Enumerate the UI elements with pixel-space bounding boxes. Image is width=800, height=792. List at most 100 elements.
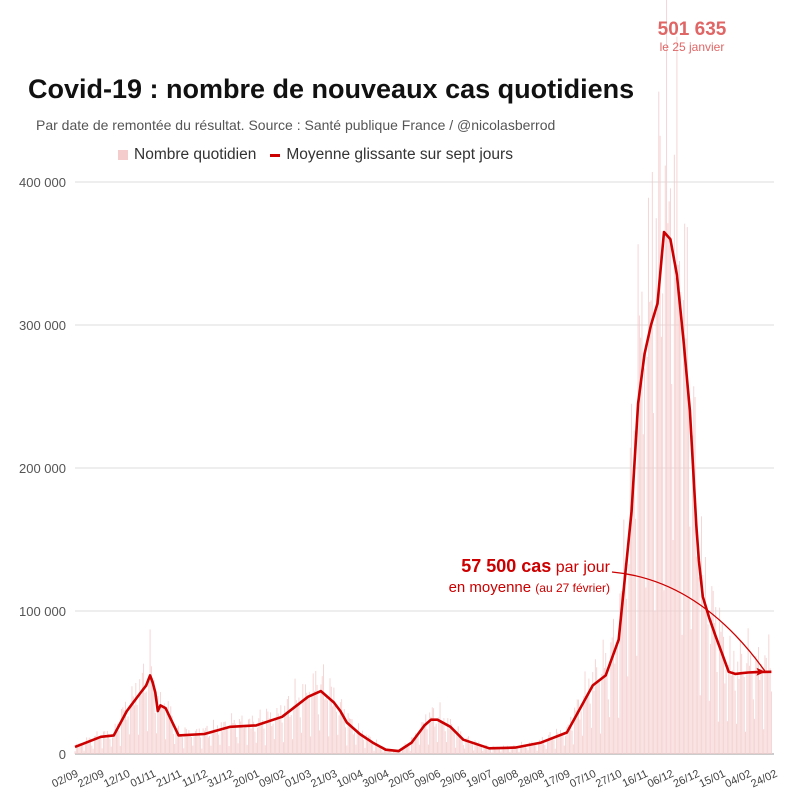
daily-bar xyxy=(667,223,669,754)
annotation-arrowhead xyxy=(756,667,766,676)
daily-bar xyxy=(561,735,563,754)
daily-bar xyxy=(547,739,548,754)
daily-bar xyxy=(460,731,462,754)
daily-bar xyxy=(721,623,723,754)
daily-bar xyxy=(315,670,317,754)
daily-bar xyxy=(462,745,464,754)
daily-bar xyxy=(203,730,205,754)
daily-bar xyxy=(314,690,315,754)
daily-bar xyxy=(466,737,468,754)
daily-bar xyxy=(680,291,682,754)
daily-bar xyxy=(404,743,406,754)
daily-bar xyxy=(333,687,335,754)
daily-bar xyxy=(297,704,299,754)
daily-bar xyxy=(655,218,657,754)
daily-bar xyxy=(175,729,177,754)
daily-bar xyxy=(591,727,592,754)
daily-bar xyxy=(481,746,482,754)
daily-bar xyxy=(421,722,423,754)
daily-bar xyxy=(426,729,428,754)
daily-bar xyxy=(152,677,154,754)
daily-bar xyxy=(214,729,216,754)
daily-bar xyxy=(593,690,595,754)
daily-bar xyxy=(233,719,235,754)
daily-bar xyxy=(458,734,460,754)
daily-bar xyxy=(167,701,169,754)
daily-bar xyxy=(153,680,155,754)
daily-bar xyxy=(202,728,204,754)
daily-bar xyxy=(118,730,120,754)
daily-bar xyxy=(732,670,734,754)
daily-bar xyxy=(220,722,222,754)
daily-bar xyxy=(273,739,275,754)
daily-bar xyxy=(647,197,649,754)
daily-bar xyxy=(768,634,770,754)
daily-bar xyxy=(660,336,662,754)
daily-bar xyxy=(290,715,292,754)
daily-bar xyxy=(650,300,652,754)
daily-bar xyxy=(543,740,545,754)
daily-bar xyxy=(211,730,213,754)
daily-bar xyxy=(567,724,569,754)
daily-bar xyxy=(684,223,686,754)
daily-bar xyxy=(104,731,106,754)
daily-bar xyxy=(188,730,190,754)
daily-bar xyxy=(611,637,613,754)
daily-bar xyxy=(631,403,633,754)
daily-bar xyxy=(669,188,671,754)
daily-bar xyxy=(438,717,440,754)
daily-bar xyxy=(733,650,735,754)
daily-bar xyxy=(769,668,771,754)
daily-bar xyxy=(403,745,405,754)
daily-bar xyxy=(347,713,349,754)
daily-bar xyxy=(320,684,322,754)
daily-bar xyxy=(715,607,717,754)
daily-bar xyxy=(376,739,378,754)
daily-bar xyxy=(262,720,264,754)
daily-bar xyxy=(216,725,218,754)
daily-bar xyxy=(412,737,414,754)
daily-bar xyxy=(227,727,229,754)
daily-bar xyxy=(275,719,277,754)
daily-bar xyxy=(598,680,600,754)
daily-bar xyxy=(641,291,643,754)
daily-bar xyxy=(197,733,199,754)
daily-bar xyxy=(200,737,202,754)
daily-bar xyxy=(690,629,692,754)
daily-bar xyxy=(770,691,772,754)
daily-bar xyxy=(383,747,385,754)
daily-bar xyxy=(386,748,388,754)
daily-bar xyxy=(249,718,251,754)
daily-bar xyxy=(79,743,81,754)
daily-bar xyxy=(90,738,91,754)
daily-bar xyxy=(172,733,174,754)
daily-bar xyxy=(581,735,583,754)
daily-bar xyxy=(515,747,517,754)
daily-bar xyxy=(497,749,499,754)
peak-annotation: 501 635 le 25 janvier xyxy=(650,19,734,55)
peak-value-label: 501 635 xyxy=(657,19,727,40)
daily-bar xyxy=(431,707,433,754)
daily-bar xyxy=(636,655,638,754)
daily-bar xyxy=(336,711,337,754)
daily-bar xyxy=(258,718,260,754)
daily-bar xyxy=(356,730,358,754)
daily-bar xyxy=(374,743,376,754)
daily-bar xyxy=(110,746,112,754)
daily-bar xyxy=(382,751,384,754)
daily-bar xyxy=(295,700,297,754)
daily-bar xyxy=(501,747,503,754)
daily-bar xyxy=(658,91,660,755)
daily-bar xyxy=(596,667,598,754)
daily-bar xyxy=(486,744,488,754)
daily-bar xyxy=(163,703,165,754)
daily-bar xyxy=(334,703,336,754)
daily-bar xyxy=(627,676,629,754)
daily-bar xyxy=(359,733,361,754)
daily-bar xyxy=(736,723,737,754)
daily-bar xyxy=(566,726,568,754)
daily-bar xyxy=(763,729,765,754)
daily-bar xyxy=(387,750,389,754)
chart-subtitle: Par date de remontée du résultat. Source… xyxy=(36,117,556,133)
daily-bar xyxy=(702,575,704,754)
